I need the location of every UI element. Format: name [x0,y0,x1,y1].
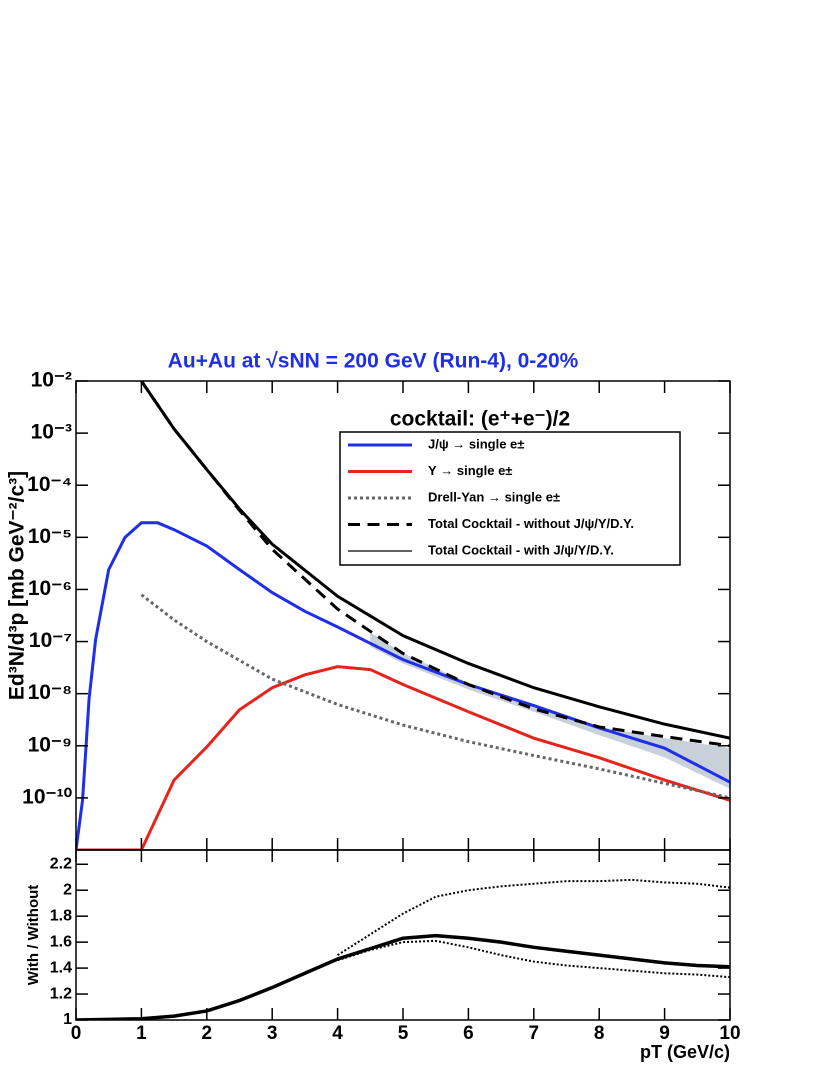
x-tick-label: 8 [594,1023,605,1044]
y-tick-label: 1.8 [50,907,72,924]
x-axis-label: pT (GeV/c) [640,1042,730,1062]
x-tick-label: 7 [529,1023,540,1044]
plot-area [76,381,730,850]
x-tick-label: 5 [398,1023,409,1044]
series-line [76,521,730,850]
y-tick-label: 10⁻⁴ [27,473,72,496]
y-tick-label: 10⁻¹⁰ [22,785,72,808]
y-tick-label: 2.2 [50,855,72,872]
series-line [337,878,730,956]
y-tick-label: 10⁻⁶ [28,577,72,600]
chart-title: Au+Au at √sNN = 200 GeV (Run-4), 0-20% [168,350,579,373]
x-tick-label: 4 [332,1023,343,1044]
x-tick-label: 9 [659,1023,670,1044]
y-tick-label: 10⁻² [31,369,72,392]
y-tick-label: 10⁻⁸ [28,681,72,704]
legend-title: cocktail: (e⁺+e⁻)/2 [390,408,570,431]
y-tick-label: 10⁻⁵ [28,525,72,548]
x-tick-label: 10 [719,1023,740,1044]
series-line [76,665,730,850]
x-tick-label: 3 [267,1023,278,1044]
legend-label: Total Cocktail - without J/ψ/Υ/D.Y. [428,516,634,531]
y-tick-label: 10⁻⁹ [28,733,72,756]
y-tick-label: 2 [63,881,72,898]
plot-area [76,878,730,1020]
y-tick-label: 10⁻⁷ [29,629,72,652]
series-line [337,939,730,979]
series-line [76,933,730,1020]
x-tick-label: 6 [463,1023,474,1044]
series-line [140,381,730,740]
y-axis-label: With / Without [25,885,42,986]
y-tick-label: 1.2 [50,985,72,1002]
x-tick-label: 1 [136,1023,147,1044]
y-axis-label: Ed³N/d³p [mb GeV⁻²/c³] [6,471,29,700]
legend-label: Total Cocktail - with J/ψ/Υ/D.Y. [428,542,614,557]
y-tick-label: 10⁻³ [31,421,72,444]
legend-label: Drell-Yan → single e± [428,489,560,504]
y-tick-label: 1.4 [50,959,72,976]
y-tick-label: 1.6 [50,933,72,950]
x-tick-label: 0 [71,1023,82,1044]
x-tick-label: 2 [202,1023,213,1044]
series-line [140,593,730,800]
legend-label: Υ → single e± [428,463,512,478]
plot-frame [75,849,731,1021]
y-tick-label: 1 [63,1011,72,1028]
legend-label: J/ψ → single e± [428,436,524,451]
